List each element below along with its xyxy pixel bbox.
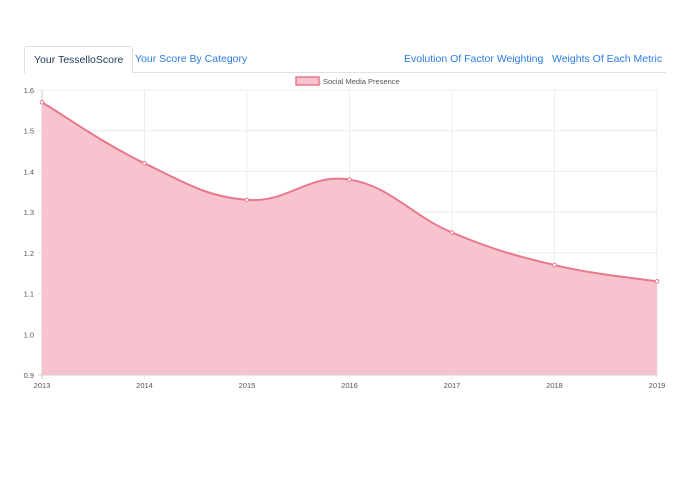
tab-your-tesselloscore[interactable]: Your TesselloScore	[24, 46, 134, 74]
data-point	[552, 262, 557, 268]
x-tick-label: 2019	[649, 381, 666, 390]
tab-your-score-by-category[interactable]: Your Score By Category	[135, 53, 248, 65]
y-tick-label: 1.4	[24, 167, 34, 176]
y-tick-label: 1.5	[24, 127, 34, 136]
tab-weights-of-each-metric[interactable]: Weights Of Each Metric	[552, 53, 663, 65]
y-axis: 0.9 1.0 1.1 1.2 1.3 1.4 1.5 1.6	[24, 86, 34, 380]
legend[interactable]: Social Media Presence	[295, 76, 400, 86]
chart-area: 0.9 1.0 1.1 1.2 1.3 1.4 1.5 1.6 2013 2014 2015 201…	[0, 72, 695, 397]
series-fill	[42, 102, 657, 375]
data-points	[39, 99, 660, 284]
tab-evolution-of-factor-weighting[interactable]: Evolution Of Factor Weighting	[404, 53, 544, 65]
data-point	[449, 230, 455, 235]
data-point	[39, 99, 45, 105]
legend-swatch	[295, 76, 320, 86]
y-tick-label: 1.3	[24, 208, 34, 217]
y-tick-label: 1.6	[24, 86, 34, 95]
data-point	[142, 160, 147, 166]
data-point	[347, 177, 352, 182]
y-tick-label: 1.2	[24, 249, 34, 258]
data-point	[244, 197, 250, 203]
x-tick-label: 2017	[444, 381, 461, 390]
data-point	[654, 279, 660, 284]
x-tick-label: 2015	[239, 381, 256, 390]
y-tick-label: 1.1	[24, 290, 34, 299]
x-tick-label: 2013	[34, 381, 51, 390]
x-tick-label: 2014	[136, 381, 153, 390]
x-tick-label: 2016	[341, 381, 358, 390]
tab-bar: Your TesselloScore Your Score By Categor…	[24, 46, 666, 74]
y-tick-label: 1.0	[24, 330, 34, 339]
x-tick-label: 2018	[546, 381, 563, 390]
line-chart: 0.91.01.11.21.31.41.51.6 2013 2014 2015 201…	[24, 76, 666, 390]
y-tick-label: 0.9	[24, 371, 34, 380]
x-axis: 2013 2014 2015 2016 2017 2018 2019	[34, 381, 666, 390]
legend-label: Social Media Presence	[323, 77, 400, 86]
